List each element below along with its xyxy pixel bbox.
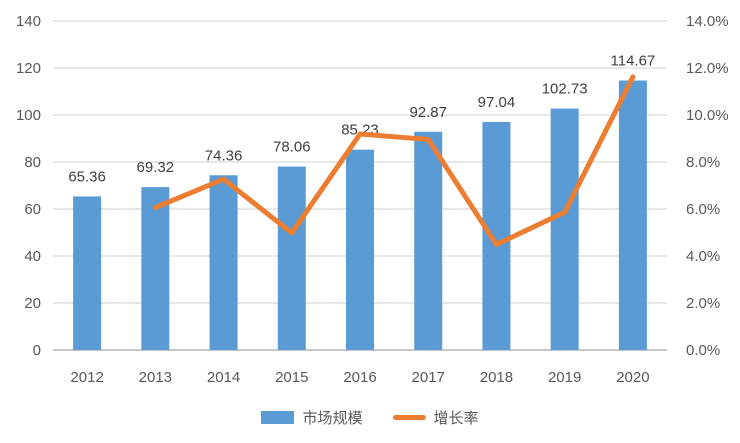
x-axis-label-2014: 2014	[207, 369, 240, 386]
bar-value-label-2013: 69.32	[137, 159, 175, 176]
right-axis-tick-label: 2.0%	[686, 295, 720, 312]
bar-2014	[209, 175, 238, 350]
right-axis-tick-label: 6.0%	[686, 201, 720, 218]
bar-2012	[73, 196, 102, 350]
bar-value-label-2015: 78.06	[273, 139, 311, 156]
x-axis-label-2018: 2018	[480, 369, 513, 386]
growth-rate-line	[152, 74, 636, 247]
bar-2017	[414, 131, 443, 350]
bar-value-label-2014: 74.36	[205, 147, 243, 164]
bar-value-label-2018: 97.04	[478, 94, 516, 111]
x-axis-label-2017: 2017	[412, 369, 445, 386]
legend-item-growth-rate: 增长率	[392, 407, 479, 428]
right-axis-tick-label: 4.0%	[686, 248, 720, 265]
legend-label-market-size: 市场规模	[302, 409, 363, 427]
bar-value-label-2017: 92.87	[409, 104, 447, 121]
bar-value-label-2012: 65.36	[68, 168, 106, 185]
x-axis-label-2015: 2015	[275, 369, 308, 386]
legend-item-market-size: 市场规模	[261, 407, 363, 428]
right-axis-tick-label: 0.0%	[686, 342, 720, 359]
right-axis-tick-label: 8.0%	[686, 154, 720, 171]
chart-legend: 市场规模 增长率	[0, 403, 740, 431]
right-axis-tick-label: 10.0%	[686, 107, 729, 124]
market-size-bar-swatch	[261, 410, 295, 424]
bar-2015	[277, 166, 306, 350]
left-axis-tick-label: 60	[24, 201, 41, 218]
bar-2019	[550, 108, 579, 350]
growth-rate-line-swatch	[392, 414, 426, 420]
bar-2018	[482, 121, 511, 351]
x-axis-label-2020: 2020	[616, 369, 649, 386]
left-axis-tick-label: 140	[16, 13, 41, 30]
right-axis-tick-label: 14.0%	[686, 13, 729, 30]
left-axis-tick-label: 120	[16, 60, 41, 77]
left-axis-tick-label: 80	[24, 154, 41, 171]
x-axis-label-2013: 2013	[139, 369, 172, 386]
left-axis-tick-label: 0	[33, 342, 41, 359]
bar-2016	[346, 149, 374, 350]
legend-label-growth-rate: 增长率	[433, 409, 479, 427]
x-axis-label-2012: 2012	[70, 369, 103, 386]
right-axis-tick-label: 12.0%	[686, 60, 729, 77]
x-axis-label-2016: 2016	[343, 369, 376, 386]
left-axis-tick-label: 40	[24, 248, 41, 265]
bar-value-label-2019: 102.73	[542, 81, 588, 98]
bar-2013	[141, 187, 170, 350]
x-axis-label-2019: 2019	[548, 369, 581, 386]
bar-value-label-2020: 114.67	[611, 53, 656, 70]
bar-2020	[618, 80, 647, 350]
left-axis-tick-label: 20	[24, 295, 41, 312]
left-axis-tick-label: 100	[16, 107, 41, 124]
